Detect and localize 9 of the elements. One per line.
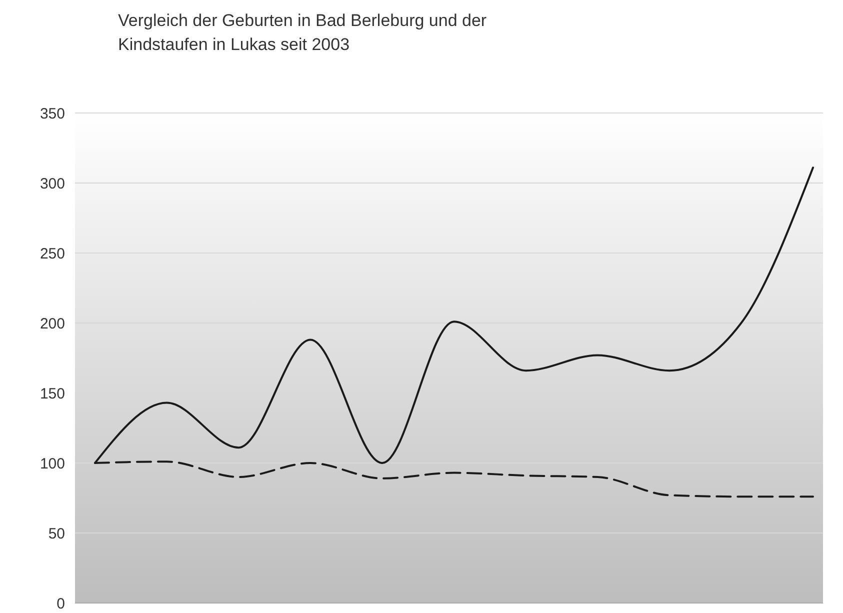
- y-tick-label: 350: [40, 105, 65, 122]
- chart-title: Vergleich der Geburten in Bad Berleburg und der Kindstaufen in Lukas seit 2003: [118, 11, 487, 54]
- y-tick-label: 150: [40, 385, 65, 402]
- y-tick-label: 0: [56, 595, 65, 612]
- y-tick-label: 100: [40, 455, 65, 472]
- y-tick-label: 50: [48, 525, 65, 542]
- y-tick-label: 250: [40, 245, 65, 262]
- y-tick-label: 300: [40, 175, 65, 192]
- y-tick-label: 200: [40, 315, 65, 332]
